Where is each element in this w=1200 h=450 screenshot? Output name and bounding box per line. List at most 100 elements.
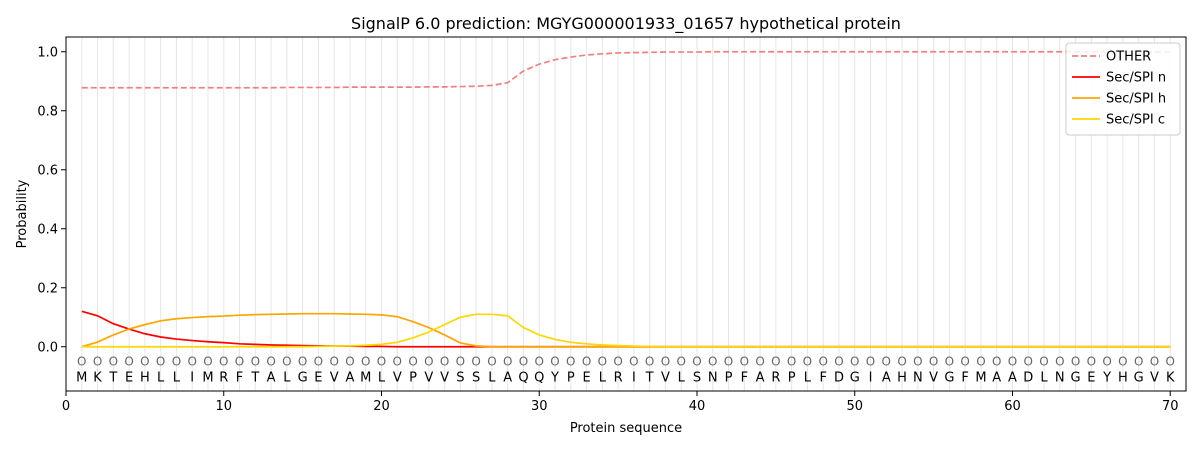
x-tick-label: 50 <box>846 399 863 414</box>
residue-label: R <box>219 370 228 385</box>
region-label: O <box>1165 355 1174 369</box>
region-label: O <box>676 355 685 369</box>
series-line-sec-spi-c <box>81 313 1171 348</box>
region-label: O <box>393 355 402 369</box>
residue-label: G <box>944 370 954 385</box>
x-tick-label: 70 <box>1162 399 1179 414</box>
region-label: O <box>219 355 228 369</box>
residue-label: V <box>424 370 433 385</box>
residue-label: V <box>440 370 449 385</box>
region-label: O <box>1008 355 1017 369</box>
residue-label: Q <box>534 370 544 385</box>
residue-label: M <box>202 370 213 385</box>
residue-label: N <box>1055 370 1065 385</box>
region-label: O <box>109 355 118 369</box>
region-label: O <box>535 355 544 369</box>
region-label: O <box>1134 355 1143 369</box>
region-label: O <box>314 355 323 369</box>
region-label: O <box>140 355 149 369</box>
region-label: O <box>377 355 386 369</box>
region-label: O <box>471 355 480 369</box>
residue-label: V <box>661 370 670 385</box>
residue-label: L <box>678 370 686 385</box>
residue-label: S <box>693 370 701 385</box>
region-label: O <box>708 355 717 369</box>
y-tick-label: 0.2 <box>37 281 58 296</box>
legend-label: Sec/SPI n <box>1106 71 1166 86</box>
legend-label: Sec/SPI h <box>1106 92 1166 107</box>
residue-label: H <box>897 370 907 385</box>
region-label: O <box>77 355 86 369</box>
residue-label: E <box>582 370 590 385</box>
region-label: O <box>818 355 827 369</box>
region-label: O <box>645 355 654 369</box>
region-label: O <box>803 355 812 369</box>
residue-label: S <box>472 370 480 385</box>
region-label: O <box>408 355 417 369</box>
residue-label: H <box>140 370 150 385</box>
region-label: O <box>692 355 701 369</box>
residue-label: L <box>488 370 496 385</box>
residue-label: E <box>314 370 322 385</box>
residue-label: F <box>236 370 243 385</box>
residue-label: H <box>1118 370 1128 385</box>
residue-label: G <box>1134 370 1144 385</box>
region-label: O <box>582 355 591 369</box>
residue-label: R <box>614 370 623 385</box>
region-label: O <box>424 355 433 369</box>
region-label: O <box>329 355 338 369</box>
region-label: O <box>629 355 638 369</box>
legend-box <box>1065 42 1181 136</box>
residue-label: L <box>599 370 607 385</box>
region-label: O <box>1024 355 1033 369</box>
region-label: O <box>992 355 1001 369</box>
residue-labels: OMOKOTOEOHOLOLOIOMOROFOTOAOLOGOEOVOAOMOL… <box>76 355 1175 386</box>
residue-label: V <box>330 370 339 385</box>
residue-label: E <box>125 370 133 385</box>
y-axis-ticks: 0.0 0.2 0.4 0.6 0.8 1.0 <box>37 45 66 355</box>
residue-label: K <box>1166 370 1175 385</box>
region-label: O <box>361 355 370 369</box>
region-label: O <box>251 355 260 369</box>
series-lines <box>81 50 1171 348</box>
plot-frame <box>65 36 1187 392</box>
region-label: O <box>345 355 354 369</box>
residue-label: E <box>1087 370 1095 385</box>
x-tick-label: 30 <box>531 399 548 414</box>
region-label: O <box>834 355 843 369</box>
region-label: O <box>960 355 969 369</box>
residue-label: K <box>93 370 102 385</box>
x-tick-label: 10 <box>215 399 232 414</box>
region-label: O <box>124 355 133 369</box>
residue-label: I <box>190 370 194 385</box>
legend: OTHER Sec/SPI n Sec/SPI h Sec/SPI c <box>1065 42 1181 136</box>
region-label: O <box>266 355 275 369</box>
region-label: O <box>93 355 102 369</box>
residue-label: A <box>882 370 891 385</box>
residue-label: G <box>298 370 308 385</box>
region-label: O <box>787 355 796 369</box>
x-axis-label: Protein sequence <box>570 421 682 436</box>
region-label: O <box>503 355 512 369</box>
residue-label: F <box>741 370 748 385</box>
region-label: O <box>282 355 291 369</box>
residue-label: T <box>250 370 259 385</box>
region-label: O <box>976 355 985 369</box>
residue-label: N <box>913 370 923 385</box>
residue-label: A <box>992 370 1001 385</box>
residue-label: M <box>975 370 986 385</box>
x-axis-ticks: 0 10 20 30 40 50 60 70 <box>62 391 1179 414</box>
residue-label: N <box>708 370 718 385</box>
legend-label: OTHER <box>1106 50 1151 65</box>
region-label: O <box>566 355 575 369</box>
region-label: O <box>850 355 859 369</box>
residue-label: A <box>345 370 354 385</box>
region-label: O <box>661 355 670 369</box>
region-label: O <box>913 355 922 369</box>
region-label: O <box>187 355 196 369</box>
region-label: O <box>203 355 212 369</box>
legend-label: Sec/SPI c <box>1106 113 1165 128</box>
region-label: O <box>882 355 891 369</box>
